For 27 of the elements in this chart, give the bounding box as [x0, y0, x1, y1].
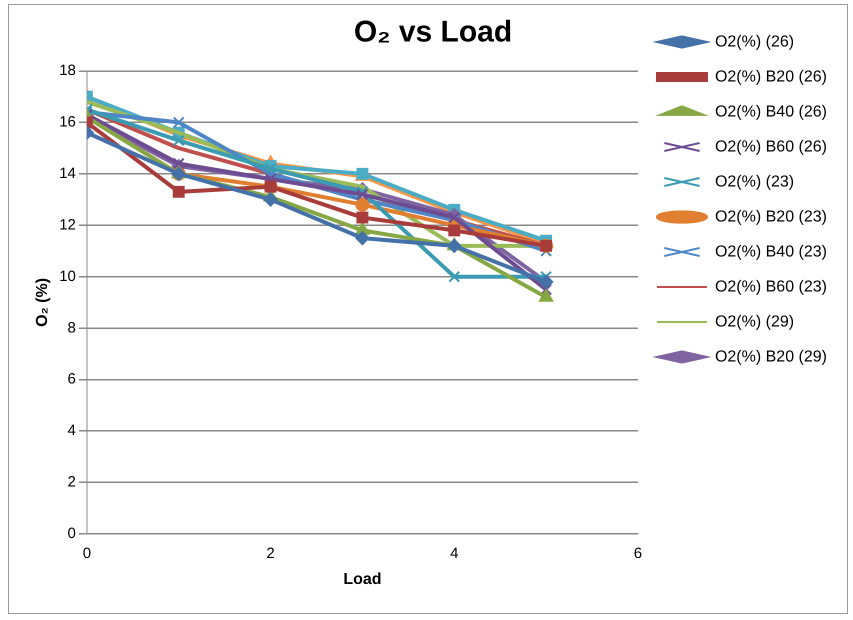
y-tick-label: 16 — [59, 114, 76, 131]
y-tick-label: 0 — [68, 524, 76, 542]
x-tick-label: 4 — [450, 544, 458, 562]
legend-label: O2(%) B40 (23) — [714, 243, 828, 260]
x-tick-label: 2 — [266, 544, 275, 562]
legend-label: O2(%) B60 (23) — [714, 278, 828, 296]
y-tick-label: 10 — [59, 268, 76, 285]
y-tick-label: 14 — [59, 164, 76, 182]
y-tick-label: 12 — [59, 216, 76, 234]
legend-label: O2(%) (23) — [714, 173, 794, 190]
legend-label: O2(%) B20 (23) — [714, 208, 828, 226]
legend-label: O2(%) (29) — [714, 313, 794, 330]
legend-label: O2(%) (26) — [714, 33, 794, 50]
y-tick-label: 4 — [68, 422, 76, 440]
y-axis-title: O₂ (%) — [34, 278, 52, 327]
x-tick-label: 6 — [634, 544, 642, 562]
legend-label: O2(%) B60 (26) — [714, 138, 828, 156]
y-tick-label: 18 — [59, 62, 76, 80]
chart-title: O₂ vs Load — [354, 15, 512, 48]
legend-label: O2(%) B20 (26) — [714, 68, 828, 86]
x-axis-title: Load — [343, 570, 382, 588]
x-tick-label: 0 — [82, 544, 92, 562]
y-tick-label: 8 — [68, 319, 76, 336]
legend-label: O2(%) B40 (26) — [714, 103, 828, 120]
y-tick-label: 2 — [68, 474, 76, 491]
legend-label: O2(%) B20 (29) — [714, 348, 828, 366]
y-tick-label: 6 — [68, 370, 76, 388]
